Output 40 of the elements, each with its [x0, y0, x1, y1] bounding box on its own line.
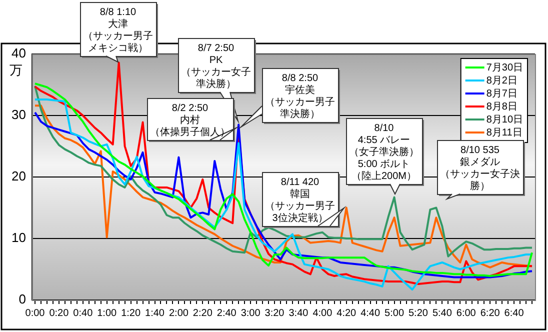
annotation: 8/2 2:50内村（体操男子個人）: [150, 102, 230, 138]
x-tick-label: 5:20: [408, 308, 428, 319]
x-tick-label: 1:40: [145, 308, 165, 319]
legend-label: 8月10日: [486, 114, 524, 126]
x-tick-label: 3:00: [240, 308, 261, 319]
y-tick-label: 0: [18, 292, 26, 307]
x-tick-label: 4:20: [336, 308, 357, 319]
annotation: 8/10 535銀メダル（サッカー女子決勝）: [440, 144, 520, 192]
x-tick-label: 0:20: [49, 308, 70, 319]
y-tick-label: 10: [12, 230, 26, 246]
x-tick-label: 3:40: [288, 308, 309, 319]
x-tick-label: 5:00: [384, 308, 404, 319]
x-tick-label: 4:40: [360, 308, 380, 319]
x-tick-label: 0:40: [73, 308, 94, 319]
annotation: 8/11 420韓国（サッカー男子3位決定戦）: [265, 176, 335, 224]
legend-label: 8月8日: [486, 101, 518, 112]
y-tick-label: 20: [12, 168, 26, 184]
y-axis-title: 万: [10, 62, 22, 78]
x-tick-label: 6:40: [504, 308, 524, 319]
annotation: 8/10 4:55 バレー（女子準決勝）5:00 ボルト（陸上200M）: [349, 122, 419, 182]
x-tick-label: 2:20: [192, 308, 213, 319]
text: 8/8 1:10大津（サッカー男子メキシコ戦）: [83, 6, 153, 54]
annotation: 8/8 2:50宇佐美（サッカー男子準決勝）: [265, 72, 335, 120]
legend-label: 8月2日: [486, 75, 518, 86]
y-tick-label: 30: [12, 107, 26, 122]
x-tick-label: 5:40: [432, 308, 452, 319]
legend-label: 8月7日: [486, 88, 518, 100]
x-tick-label: 3:20: [264, 308, 285, 319]
x-tick-label: 0:00: [25, 308, 46, 319]
y-tick-label: 40: [12, 46, 26, 61]
x-tick-label: 4:00: [312, 308, 333, 319]
x-tick-label: 1:00: [97, 308, 118, 319]
legend-label: 8月11日: [486, 127, 522, 138]
legend-label: 7月30日: [486, 62, 524, 74]
x-tick-label: 2:40: [216, 308, 237, 319]
x-tick-label: 2:00: [168, 308, 189, 319]
x-tick-label: 6:20: [480, 308, 500, 319]
annotation: 8/7 2:50PK（サッカー女子準決勝）: [181, 42, 251, 90]
x-tick-label: 1:20: [121, 308, 141, 319]
x-tick-label: 6:00: [456, 308, 476, 319]
